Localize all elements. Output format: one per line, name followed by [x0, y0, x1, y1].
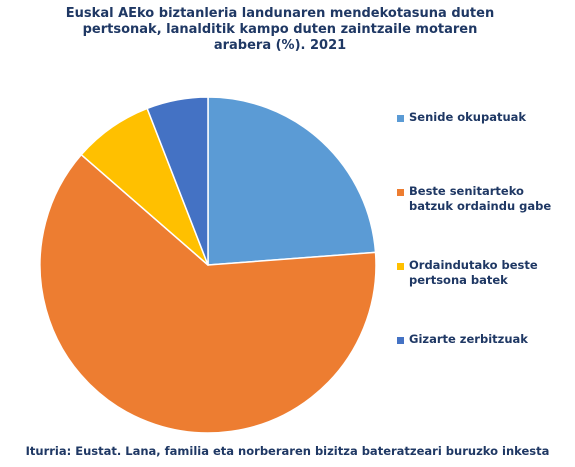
legend-swatch-gizarte-zerbitzuak: [397, 337, 404, 344]
pie-slices: [39, 96, 377, 434]
chart-title-line-2: pertsonak, lanalditik kampo duten zaintz…: [82, 22, 478, 37]
pie-slice-senide-okupatuak: [207, 96, 377, 266]
source-note: Iturria: Eustat. Lana, familia eta norbe…: [25, 444, 550, 458]
legend-label-ordaindutako: Ordaindutako beste pertsona batek: [409, 258, 538, 287]
legend-swatch-ordaindutako: [397, 263, 404, 270]
pie-slice-gizarte-zerbitzuak: [146, 96, 209, 266]
legend-label-gizarte-zerbitzuak: Gizarte zerbitzuak: [409, 332, 528, 346]
legend-label-senide-okupatuak: Senide okupatuak: [409, 110, 527, 124]
chart-title-line-1: Euskal AEko biztanleria landunaren mende…: [65, 6, 495, 21]
chart-title-line-3: arabera (%). 2021: [213, 38, 347, 53]
legend-swatch-beste-senitarteko: [397, 189, 404, 196]
pie-slice-beste-senitarteko: [39, 153, 377, 434]
legend-swatch-senide-okupatuak: [397, 115, 404, 122]
chart-title: Euskal AEko biztanleria landunaren mende…: [30, 6, 530, 54]
legend-label-beste-senitarteko: Beste senitarteko batzuk ordaindu gabe: [409, 184, 552, 213]
